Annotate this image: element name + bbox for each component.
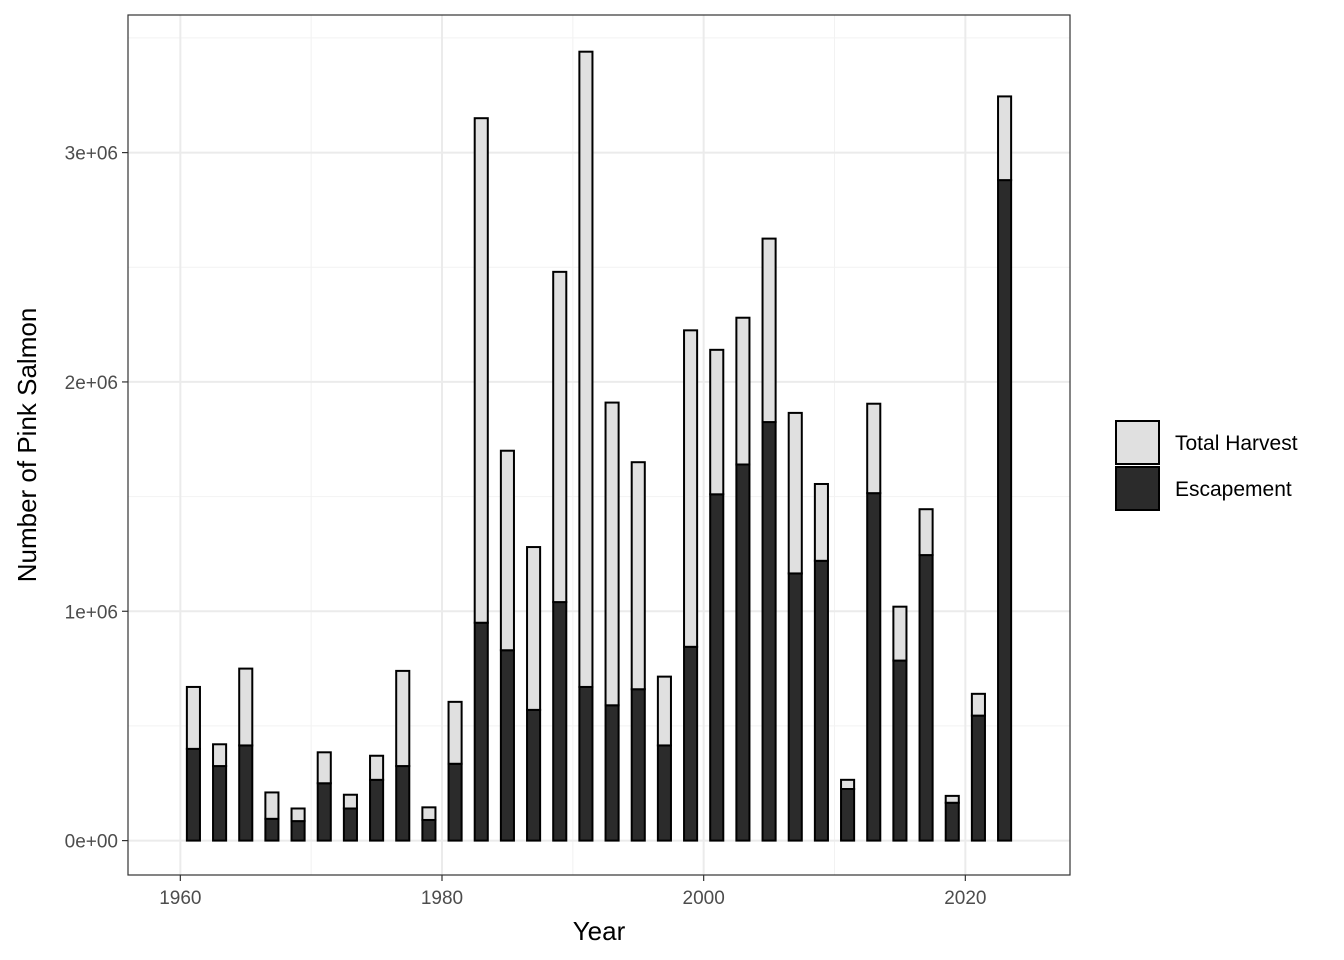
x-tick-label: 1980 [421,888,463,909]
bar-total-harvest-2007 [787,411,803,575]
bar-total-harvest-1993 [604,401,620,707]
bar-total-harvest-1989 [552,270,568,604]
bar-total-harvest-1983 [473,117,489,624]
bar-total-harvest-2017 [918,508,934,557]
bar-total-harvest-1985 [499,449,515,652]
bar-escapement-1967 [264,817,280,842]
bar-escapement-1973 [342,807,358,842]
bar-total-harvest-1987 [526,546,542,711]
bar-total-harvest-2021 [970,692,986,717]
legend: Total Harvest Escapement [1115,420,1298,511]
bar-escapement-1993 [604,704,620,842]
bar-escapement-1969 [290,820,306,842]
bar-total-harvest-1979 [421,806,437,821]
bar-escapement-1979 [421,818,437,842]
y-tick-label: 3e+06 [65,144,118,165]
bar-total-harvest-1977 [395,669,411,768]
bar-escapement-2001 [709,493,725,842]
bar-total-harvest-1965 [238,667,254,747]
bar-escapement-1965 [238,744,254,842]
bar-total-harvest-1999 [683,329,699,648]
bar-total-harvest-2001 [709,348,725,496]
bar-escapement-1995 [630,688,646,842]
bar-escapement-1975 [369,778,385,842]
bar-escapement-1997 [656,744,672,842]
x-tick-label: 2020 [944,888,986,909]
grid-lines [128,15,1070,875]
bar-escapement-2005 [761,421,777,842]
bar-escapement-1961 [185,747,201,842]
y-tick-label: 2e+06 [65,373,118,394]
x-tick-label: 2000 [683,888,725,909]
bar-total-harvest-2009 [813,482,829,562]
legend-label: Total Harvest [1175,432,1298,455]
bar-total-harvest-1991 [578,50,594,688]
bar-escapement-1981 [447,762,463,842]
bar-escapement-2021 [970,714,986,842]
bar-total-harvest-2015 [892,605,908,662]
bars [185,50,1013,842]
bar-escapement-1987 [526,708,542,842]
x-axis-title: Year [573,916,626,946]
bar-total-harvest-2019 [944,794,960,804]
plot-panel-background [128,15,1070,875]
bar-total-harvest-1997 [656,675,672,747]
bar-total-harvest-2003 [735,316,751,466]
bar-total-harvest-1969 [290,807,306,823]
bar-escapement-1977 [395,765,411,842]
legend-key [1115,420,1160,465]
bar-total-harvest-2005 [761,237,777,424]
y-tick-label: 1e+06 [65,602,118,623]
bar-escapement-2009 [813,559,829,842]
bar-escapement-2019 [944,801,960,842]
bar-total-harvest-2013 [866,402,882,495]
bar-escapement-1963 [212,765,228,842]
bar-total-harvest-1995 [630,461,646,691]
plot-panel-border [127,14,1071,876]
legend-label: Escapement [1175,478,1292,501]
legend-key [1115,466,1160,511]
y-axis-title: Number of Pink Salmon [12,308,42,583]
bar-escapement-2013 [866,492,882,842]
y-tick-label: 0e+00 [65,832,118,853]
bar-escapement-2023 [997,179,1013,842]
bar-escapement-1971 [316,782,332,842]
bar-total-harvest-1981 [447,700,463,765]
bar-escapement-2015 [892,659,908,842]
bar-escapement-2017 [918,554,934,842]
x-tick-label: 1960 [159,888,201,909]
bar-escapement-2007 [787,572,803,842]
axis-tick-labels: 1960 1980 2000 2020 0e+00 1e+06 2e+06 3e+06 [65,144,987,909]
bar-escapement-1991 [578,685,594,842]
bar-total-harvest-1961 [185,685,201,750]
bar-escapement-2011 [840,788,856,842]
bar-total-harvest-2023 [997,95,1013,182]
bar-total-harvest-2011 [840,778,856,790]
bar-total-harvest-1963 [212,743,228,768]
bar-escapement-2003 [735,463,751,842]
axis-ticks [122,152,966,881]
bar-total-harvest-1975 [369,754,385,781]
bar-total-harvest-1973 [342,793,358,810]
bar-total-harvest-1967 [264,791,280,820]
bar-escapement-1999 [683,645,699,842]
bar-escapement-1983 [473,621,489,842]
bar-total-harvest-1971 [316,751,332,785]
bar-escapement-1985 [499,649,515,842]
bar-escapement-1989 [552,601,568,842]
